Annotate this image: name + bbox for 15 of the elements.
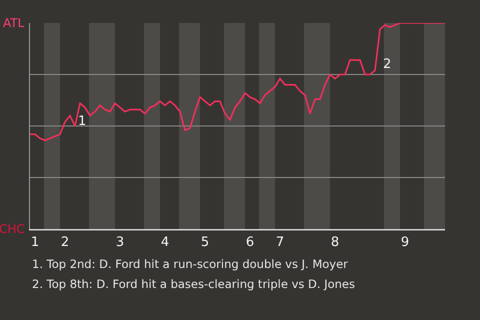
x-tick-label: 4 — [160, 235, 170, 250]
x-tick-label: 7 — [276, 235, 284, 250]
x-tick-label: 6 — [246, 235, 254, 250]
text: 2. Top 8th: D. Ford hit a bases-clearing triple vs D. Jones — [32, 277, 355, 291]
text: 1. Top 2nd: D. Ford hit a run-scoring double vs J. Moyer — [32, 257, 348, 271]
x-tick-label: 2 — [60, 235, 70, 250]
x-tick-label: 3 — [116, 235, 124, 250]
x-tick-label: 1 — [30, 235, 40, 250]
text: CHC — [0, 222, 25, 236]
annotation: 1 — [78, 114, 86, 129]
annotation: 2 — [383, 57, 392, 72]
x-tick-label: 8 — [330, 235, 340, 250]
text: ATL — [3, 16, 25, 30]
x-tick-label: 5 — [200, 235, 210, 250]
x-tick-label: 9 — [400, 235, 410, 250]
